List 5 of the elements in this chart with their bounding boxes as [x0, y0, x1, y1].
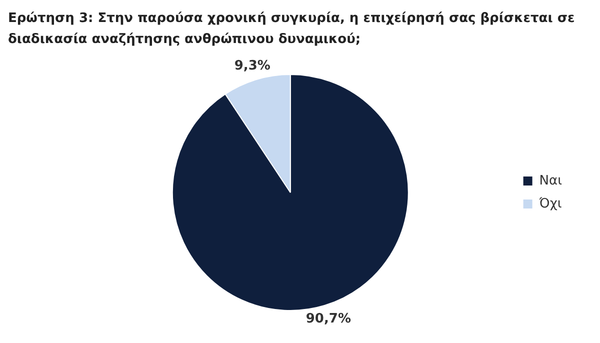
- data-label: 90,7%: [306, 311, 351, 326]
- chart-title: Ερώτηση 3: Στην παρούσα χρονική συγκυρία, η επιχείρησή σας βρίσκεται σε διαδικασία αναζήτησης ανθρώπινου δυναμικού;: [8, 10, 576, 49]
- legend-label: Όχι: [538, 196, 562, 212]
- data-label: 9,3%: [234, 58, 270, 74]
- legend-label: Ναι: [539, 173, 562, 188]
